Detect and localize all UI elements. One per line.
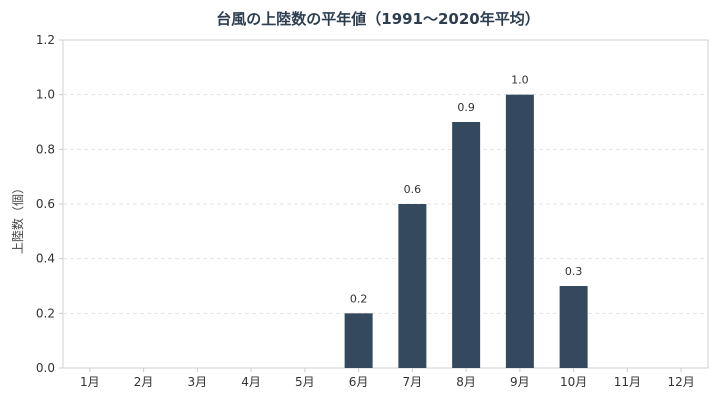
bar-layer [344,94,588,369]
x-tick-label: 11月 [614,375,641,389]
x-tick-label: 2月 [134,375,154,389]
y-tick-label: 0.8 [36,142,55,156]
y-tick-label: 0.2 [36,306,55,320]
y-tick-label: 0.0 [36,361,55,375]
label-layer: 0.2 0.6 0.9 1.0 0.3 [350,74,583,306]
data-label: 1.0 [511,74,529,87]
data-label: 0.6 [404,183,422,196]
x-tick-label: 9月 [510,375,530,389]
chart-title: 台風の上陸数の平年値（1991〜2020年平均） [216,10,540,28]
bar [559,286,588,368]
x-tick-label: 5月 [295,375,315,389]
x-tick-label: 4月 [241,375,261,389]
bar [452,122,481,368]
x-tick-label: 8月 [456,375,476,389]
x-tick-label: 7月 [403,375,423,389]
x-tick-label: 1月 [80,375,100,389]
grid-layer [63,94,708,314]
x-tick-label: 10月 [560,375,587,389]
y-tick-label: 0.4 [36,252,55,266]
x-tick-label: 3月 [188,375,208,389]
x-tick-label: 12月 [667,375,694,389]
y-tick-label: 1.2 [36,33,55,47]
data-label: 0.2 [350,292,368,305]
bar [398,204,427,368]
y-tick-layer: 0.0 0.2 0.4 0.6 0.8 1.0 1.2 [36,33,63,375]
bar [344,313,373,368]
bar [505,94,534,369]
y-axis-label: 上陸数（個） [10,182,25,254]
x-tick-layer: 1月 2月 3月 4月 5月 6月 7月 8月 9月 10月 11月 12月 [80,368,695,389]
data-label: 0.3 [565,265,583,278]
data-label: 0.9 [457,101,475,114]
y-tick-label: 1.0 [36,88,55,102]
y-tick-label: 0.6 [36,197,55,211]
x-tick-label: 6月 [349,375,369,389]
